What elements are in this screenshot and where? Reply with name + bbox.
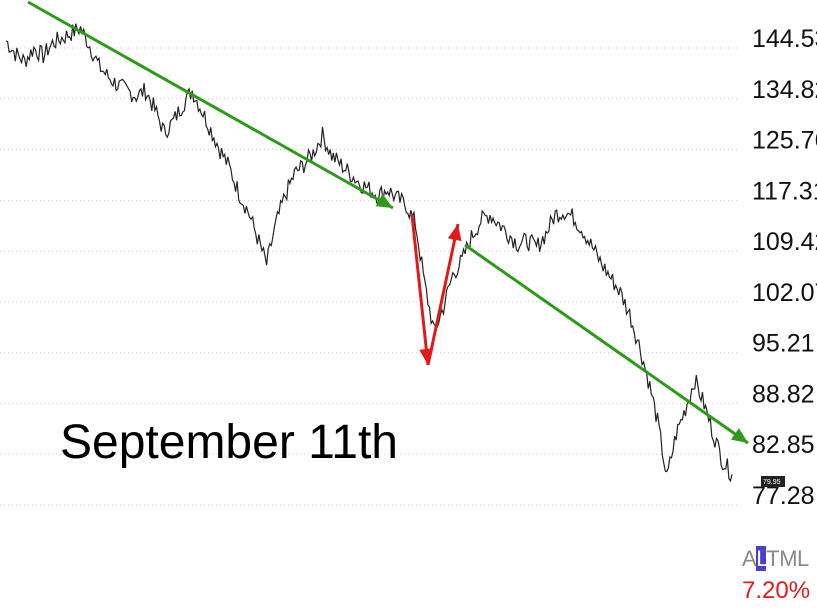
red-arrow [426, 223, 460, 366]
y-tick-label: 109.42 [752, 228, 817, 256]
y-tick-label: 95.21 [752, 330, 815, 358]
green-arrow [27, 0, 394, 210]
green-arrow [464, 243, 749, 445]
y-tick-label: 134.82 [752, 76, 817, 104]
green-arrowhead [730, 428, 748, 443]
last-price-badge: 79.95 [761, 476, 785, 487]
price-line [5, 23, 733, 483]
annotation-label: September 11th [60, 416, 398, 469]
ticker-symbol: ALTML [742, 546, 809, 571]
price-series [5, 23, 733, 483]
y-tick-label: 117.31 [752, 177, 817, 205]
red-arrowhead [447, 224, 462, 242]
y-tick-label: 125.76 [752, 127, 817, 155]
y-tick-label: 88.82 [752, 380, 815, 408]
percent-change: 7.20% [742, 577, 811, 604]
y-tick-label: 102.07 [752, 279, 817, 307]
trend-arrows [27, 0, 749, 445]
y-axis-ticks: 144.53 134.82 125.76 117.31 109.42 102.07 95.2… [752, 25, 817, 510]
y-tick-label: 144.53 [752, 25, 817, 53]
red-arrow [410, 214, 430, 366]
last-price-label: 79.95 [763, 479, 781, 486]
green-arrowhead [375, 194, 393, 208]
y-tick-label: 82.85 [752, 431, 815, 459]
